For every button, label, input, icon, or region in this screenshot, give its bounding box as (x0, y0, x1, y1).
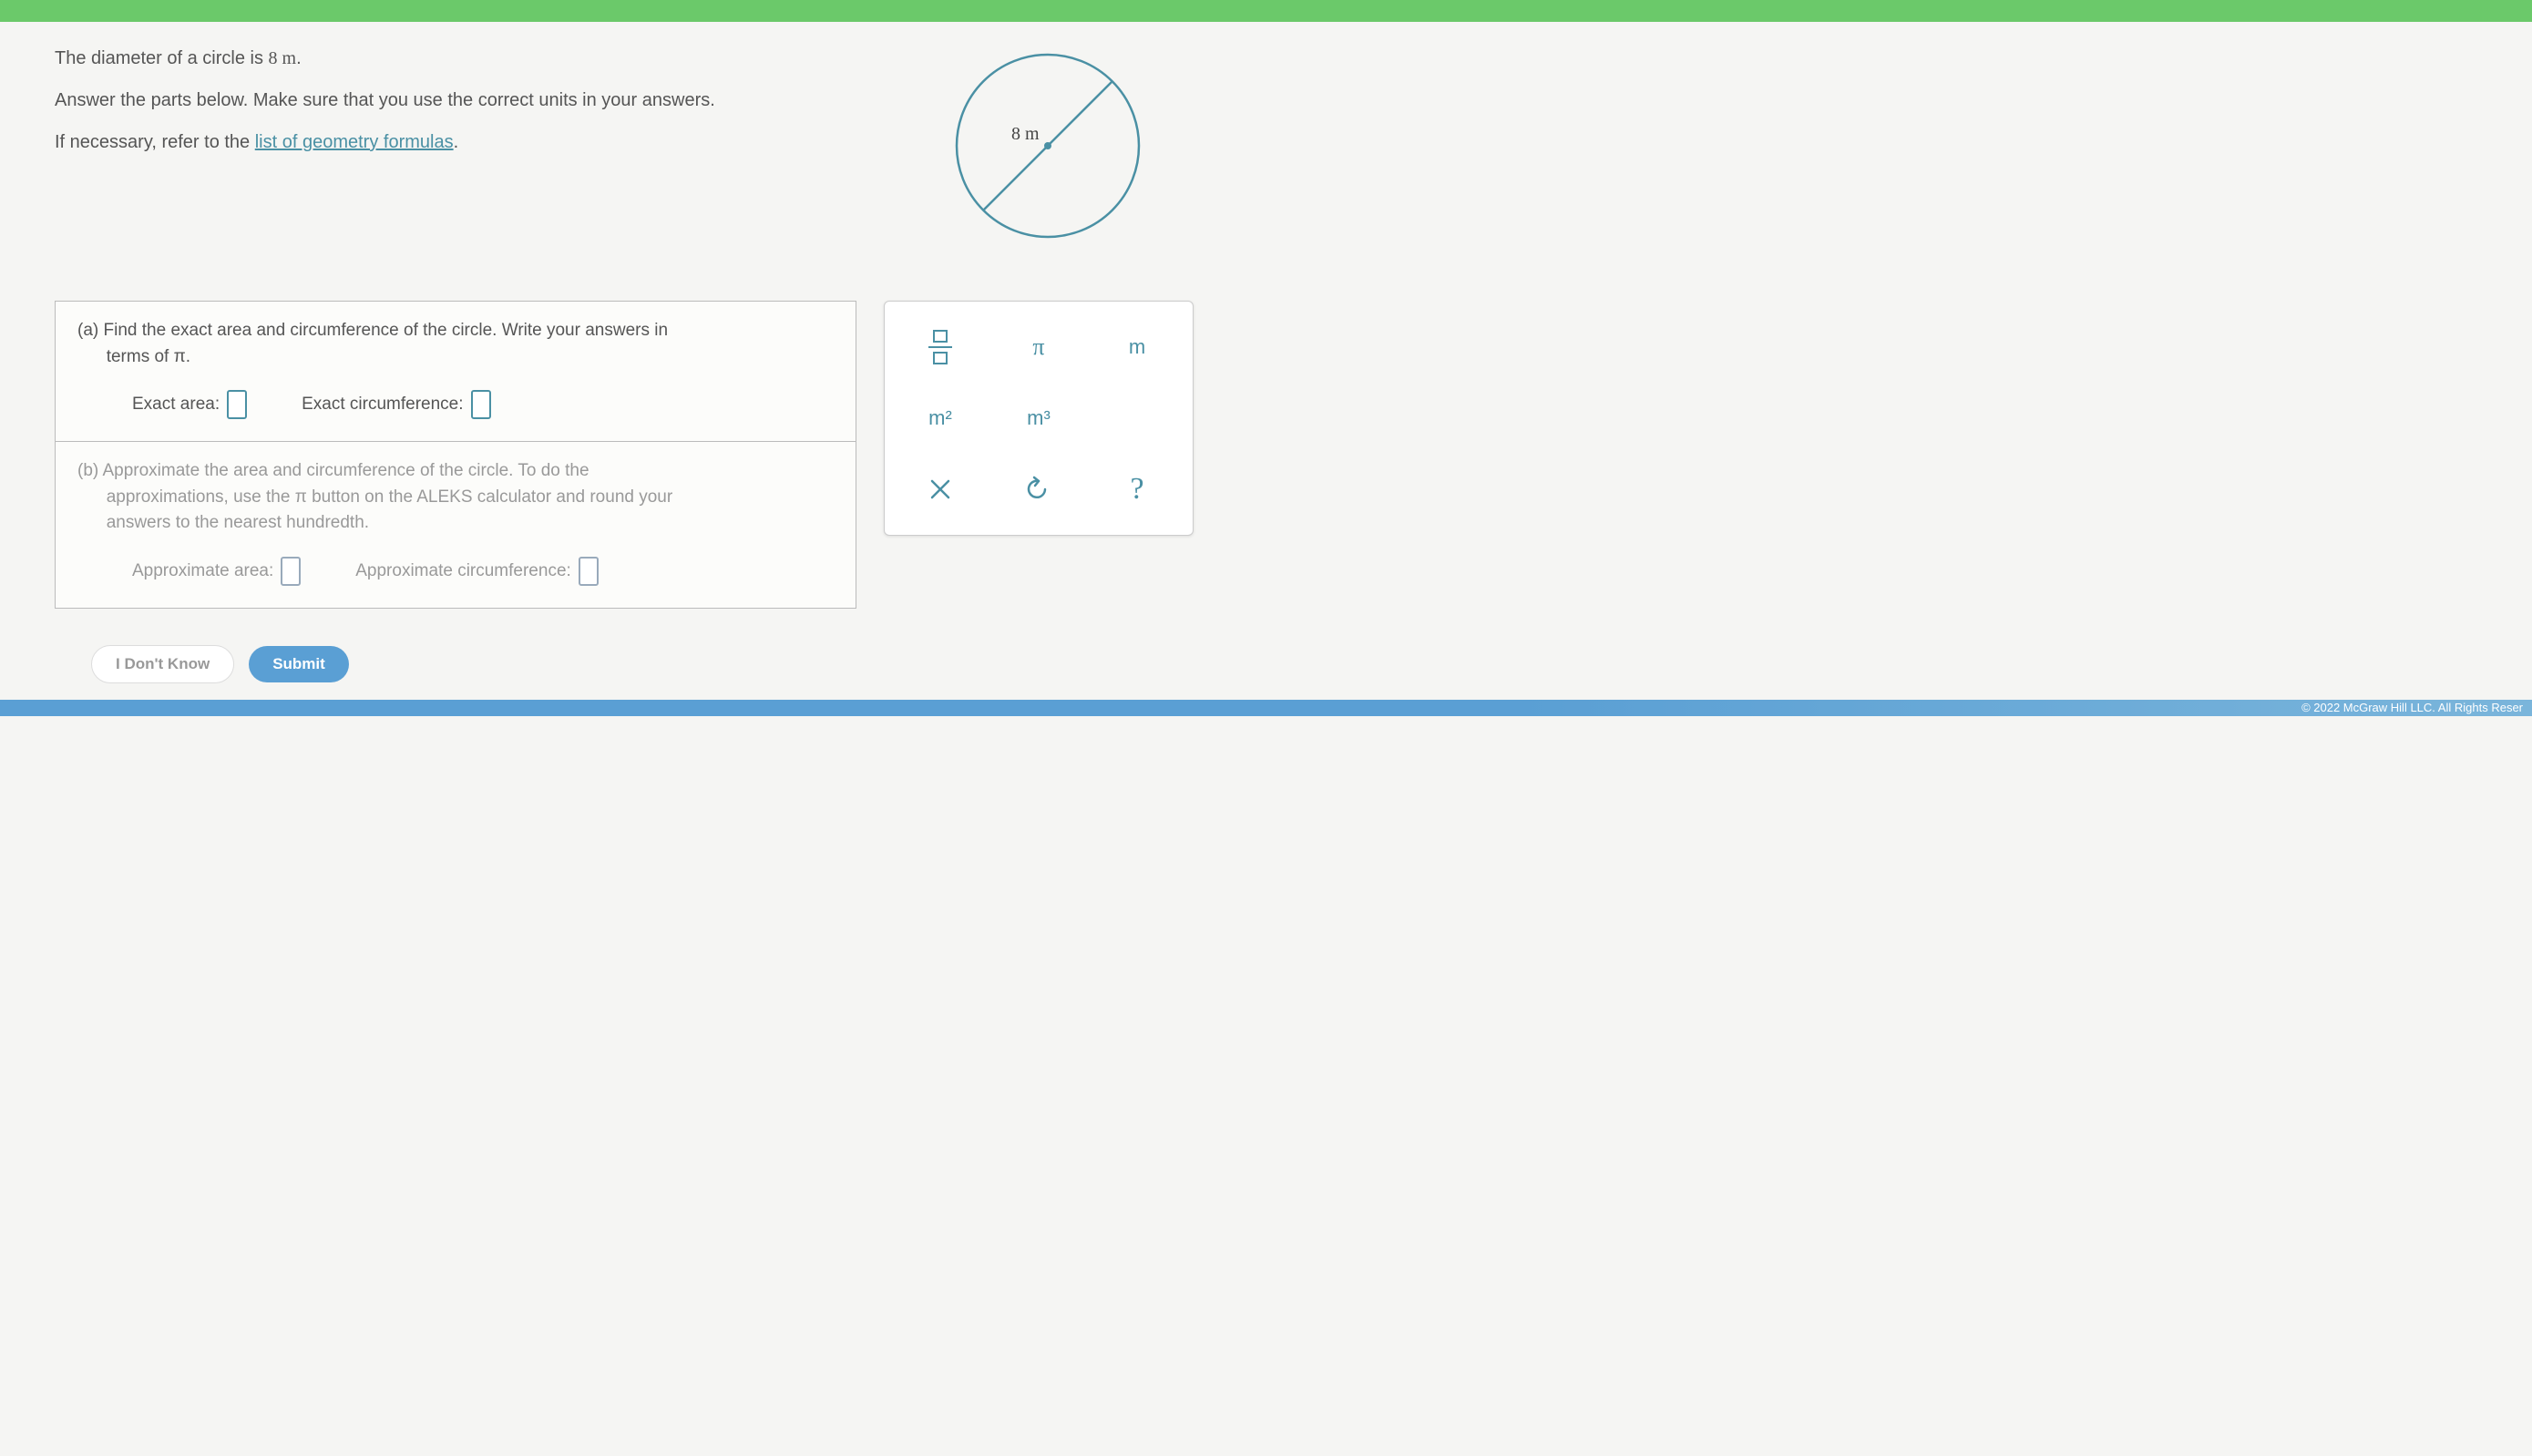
circle-diagram: 8 m (948, 46, 1148, 246)
footer-bar: © 2022 McGraw Hill LLC. All Rights Reser (0, 700, 2532, 716)
tool-panel: π m m² m³ ? (884, 301, 1194, 536)
part-a-text: (a) Find the exact area and circumferenc… (77, 318, 834, 370)
footer-buttons: I Don't Know Submit (55, 645, 2477, 683)
m3-button[interactable]: m³ (1002, 391, 1075, 446)
fraction-button[interactable] (904, 320, 977, 374)
center-dot (1044, 142, 1051, 149)
problem-line-3-suffix: . (454, 132, 459, 152)
part-a-line-2: terms of π. (107, 347, 190, 366)
undo-button[interactable] (1002, 462, 1075, 517)
part-b-inputs: Approximate area: Approximate circumfere… (77, 557, 834, 586)
approx-circumference-input[interactable] (579, 557, 599, 586)
part-b-line-1: Approximate the area and circumference o… (102, 461, 589, 480)
help-button[interactable]: ? (1101, 462, 1174, 517)
pi-button[interactable]: π (1002, 320, 1075, 374)
question-box: (a) Find the exact area and circumferenc… (55, 301, 856, 609)
top-row: The diameter of a circle is 8 m. Answer … (55, 46, 2477, 246)
exact-circumference-group: Exact circumference: (302, 390, 490, 419)
approx-area-group: Approximate area: (132, 557, 301, 586)
problem-line-3-prefix: If necessary, refer to the (55, 132, 255, 152)
part-b-line-2: approximations, use the π button on the … (107, 487, 673, 507)
problem-line-1-prefix: The diameter of a circle is (55, 48, 269, 68)
problem-line-1: The diameter of a circle is 8 m. (55, 46, 920, 71)
formulas-link[interactable]: list of geometry formulas (255, 132, 454, 152)
approx-circumference-group: Approximate circumference: (355, 557, 599, 586)
approx-circumference-label: Approximate circumference: (355, 561, 571, 581)
m-button[interactable]: m (1101, 320, 1174, 374)
dont-know-button[interactable]: I Don't Know (91, 645, 234, 683)
copyright-text: © 2022 McGraw Hill LLC. All Rights Reser (2301, 700, 2523, 716)
page-container: The diameter of a circle is 8 m. Answer … (0, 0, 2532, 683)
problem-line-2: Answer the parts below. Make sure that y… (55, 87, 920, 113)
exact-area-input[interactable] (227, 390, 247, 419)
exact-circumference-label: Exact circumference: (302, 395, 463, 415)
part-a: (a) Find the exact area and circumferenc… (56, 302, 856, 441)
part-b: (b) Approximate the area and circumferen… (56, 441, 856, 608)
clear-button[interactable] (904, 462, 977, 517)
part-b-label: (b) (77, 461, 98, 480)
exact-area-group: Exact area: (132, 390, 247, 419)
diameter-label: 8 m (1011, 124, 1040, 144)
questions-row: (a) Find the exact area and circumferenc… (55, 301, 2477, 609)
problem-line-3: If necessary, refer to the list of geome… (55, 129, 920, 155)
undo-icon (1025, 476, 1052, 503)
submit-button[interactable]: Submit (249, 646, 349, 682)
m2-button[interactable]: m² (904, 391, 977, 446)
fraction-icon (925, 329, 956, 365)
part-b-text: (b) Approximate the area and circumferen… (77, 458, 834, 537)
x-icon (928, 477, 952, 501)
problem-line-1-suffix: . (296, 48, 302, 68)
part-a-label: (a) (77, 321, 98, 340)
part-a-line-1: Find the exact area and circumference of… (104, 321, 669, 340)
diameter-value: 8 m (269, 48, 297, 68)
approx-area-label: Approximate area: (132, 561, 273, 581)
problem-statement: The diameter of a circle is 8 m. Answer … (55, 46, 920, 171)
part-a-inputs: Exact area: Exact circumference: (77, 390, 834, 419)
circle-svg: 8 m (948, 46, 1148, 246)
blank-cell (1101, 391, 1174, 446)
part-b-line-3: answers to the nearest hundredth. (107, 513, 369, 532)
exact-circumference-input[interactable] (471, 390, 491, 419)
approx-area-input[interactable] (281, 557, 301, 586)
exact-area-label: Exact area: (132, 395, 220, 415)
tool-grid: π m m² m³ ? (896, 320, 1182, 517)
